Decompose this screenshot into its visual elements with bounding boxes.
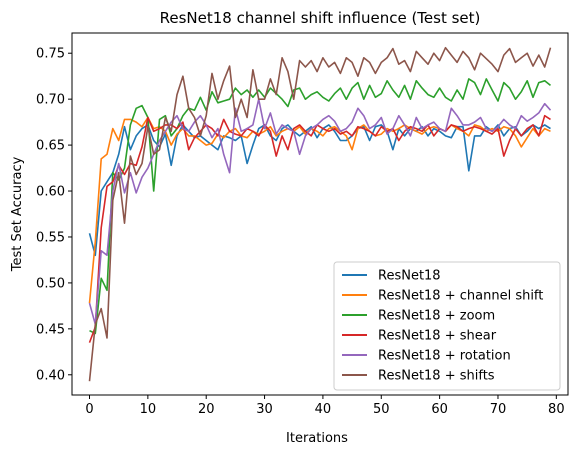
legend-label: ResNet18 + shifts xyxy=(378,369,495,384)
series-line-6 xyxy=(88,46,552,382)
y-tick-label: 0.55 xyxy=(36,230,65,245)
legend-box xyxy=(333,261,561,391)
legend: ResNet18 ResNet18 + channel shift ResNet18… xyxy=(333,261,561,391)
chart-title: ResNet18 channel shift influence (Test s… xyxy=(160,9,481,27)
y-tick-label: 0.70 xyxy=(36,93,65,108)
x-tick-label: 80 xyxy=(548,402,565,417)
x-tick-label: 40 xyxy=(315,402,332,417)
x-tick-label: 70 xyxy=(490,402,507,417)
series-line-5 xyxy=(88,98,552,326)
y-tick-label: 0.40 xyxy=(36,368,65,383)
y-tick-label: 0.60 xyxy=(36,185,65,200)
legend-label: ResNet18 + shear xyxy=(378,329,497,344)
series-line-4 xyxy=(88,114,551,343)
y-axis-label: Test Set Accuracy xyxy=(10,156,25,272)
plot-frame xyxy=(71,32,569,396)
y-tick-label: 0.50 xyxy=(36,276,65,291)
y-tick-label: 0.75 xyxy=(36,47,65,62)
legend-label: ResNet18 + rotation xyxy=(378,349,511,364)
x-tick-label: 60 xyxy=(431,402,448,417)
x-tick-label: 30 xyxy=(256,402,273,417)
plot-lines xyxy=(88,46,552,382)
legend-label: ResNet18 + channel shift xyxy=(378,289,543,304)
legend-label: ResNet18 xyxy=(378,269,441,284)
x-tick-label: 50 xyxy=(373,402,390,417)
x-tick-label: 20 xyxy=(198,402,215,417)
x-tick-label: 10 xyxy=(140,402,157,417)
y-tick-label: 0.65 xyxy=(36,139,65,154)
legend-label: ResNet18 + zoom xyxy=(378,309,495,324)
y-axis: 0.40 0.45 0.50 0.55 0.60 0.65 0.70 0.75 xyxy=(36,47,72,383)
x-axis: 0 10 20 30 40 50 60 70 80 xyxy=(85,395,565,417)
x-axis-label: Iterations xyxy=(286,431,348,446)
x-tick-label: 0 xyxy=(85,402,93,417)
y-tick-label: 0.45 xyxy=(36,322,65,337)
